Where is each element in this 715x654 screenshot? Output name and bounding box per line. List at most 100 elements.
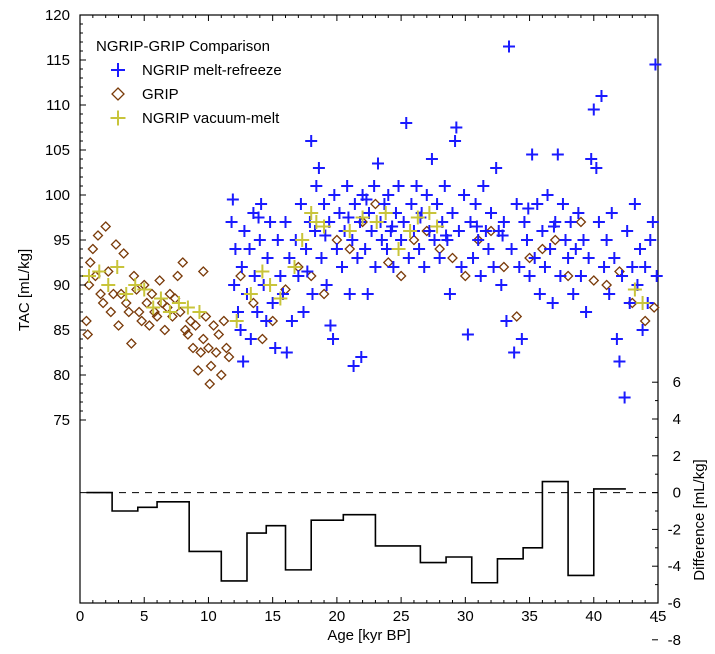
x-tick-label: 0: [76, 608, 84, 625]
melt-refreeze-point: [266, 297, 279, 309]
difference-tick-label: -2: [668, 521, 681, 538]
melt-refreeze-point: [472, 234, 485, 246]
melt-refreeze-point: [554, 270, 567, 282]
grip-point: [223, 351, 235, 363]
grip-point: [182, 329, 194, 340]
vacuum-melt-point: [342, 224, 357, 238]
grip-point: [395, 270, 407, 282]
grip-point: [187, 342, 199, 354]
melt-refreeze-point: [520, 234, 533, 246]
x-tick-label: 5: [140, 608, 148, 625]
vacuum-melt-point: [430, 219, 445, 234]
grip-point: [159, 324, 171, 336]
grip-point: [123, 306, 135, 318]
melt-refreeze-point: [496, 229, 509, 242]
grip-point: [215, 369, 227, 381]
melt-refreeze-point: [610, 333, 623, 345]
grip-point: [247, 297, 259, 309]
grip-point: [146, 288, 158, 300]
melt-refreeze-point: [260, 315, 273, 327]
x-axis-label: Age [kyr BP]: [327, 627, 410, 644]
legend-label-melt-refreeze: NGRIP melt-refreeze: [142, 62, 282, 79]
grip-point: [200, 311, 212, 322]
vacuum-melt-point: [391, 242, 406, 256]
melt-refreeze-point: [598, 261, 611, 273]
vacuum-melt-point: [635, 296, 650, 310]
melt-refreeze-point: [613, 355, 626, 368]
vacuum-melt-point: [369, 215, 384, 229]
melt-refreeze-point: [238, 225, 251, 237]
x-tick-label: 25: [393, 608, 410, 625]
y-axis-label: TAC [mL/kg]: [16, 249, 33, 331]
melt-refreeze-point: [301, 265, 314, 278]
grip-point: [213, 329, 225, 340]
melt-refreeze-point: [495, 279, 508, 291]
melt-refreeze-point: [644, 234, 657, 246]
melt-refreeze-point: [515, 333, 528, 345]
melt-refreeze-point: [490, 162, 503, 174]
vacuum-melt-point: [309, 215, 324, 229]
melt-refreeze-point: [618, 391, 631, 404]
vacuum-melt-point: [180, 300, 195, 315]
melt-refreeze-point: [621, 225, 634, 237]
grip-point: [174, 306, 186, 318]
vacuum-melt-point: [304, 206, 319, 220]
grip-point: [190, 320, 202, 331]
melt-refreeze-point: [392, 180, 405, 192]
melt-refreeze-point: [650, 270, 663, 282]
vacuum-melt-point: [295, 233, 310, 247]
grip-point: [179, 324, 191, 336]
legend: NGRIP-GRIP Comparison NGRIP melt-refreez…: [96, 38, 282, 127]
melt-refreeze-point: [361, 288, 374, 300]
difference-axis-ticks: 6 4 2 0 -2 -4 -6 -8: [652, 374, 681, 649]
grip-point: [131, 284, 142, 295]
melt-refreeze-point: [482, 243, 495, 255]
grip-point: [318, 288, 330, 300]
melt-refreeze-point: [237, 355, 250, 368]
melt-refreeze-point: [280, 346, 293, 359]
vacuum-melt-point: [110, 260, 125, 274]
melt-refreeze-point: [559, 234, 572, 246]
grip-point: [370, 198, 381, 210]
melt-refreeze-point: [608, 252, 621, 264]
melt-refreeze-point: [500, 315, 513, 327]
melt-refreeze-point: [327, 333, 340, 345]
melt-refreeze-point: [234, 324, 247, 336]
grip-point: [536, 243, 548, 255]
y-tick-label: 100: [45, 187, 70, 204]
melt-refreeze-point: [351, 252, 364, 264]
grip-point: [485, 225, 497, 237]
grip-point: [149, 306, 160, 318]
melt-refreeze-point: [368, 180, 381, 192]
y-tick-label: 75: [53, 412, 70, 429]
grip-point: [83, 279, 95, 291]
melt-refreeze-point: [395, 234, 408, 246]
melt-refreeze-point: [582, 252, 595, 264]
melt-refreeze-point: [523, 270, 536, 282]
grip-point: [133, 306, 145, 318]
grip-point: [151, 311, 163, 322]
grip-point: [204, 378, 216, 390]
legend-marker-vacuum-melt: [110, 110, 126, 126]
grip-point: [102, 266, 114, 277]
grip-point: [177, 257, 189, 268]
melt-refreeze-point: [544, 243, 557, 255]
melt-refreeze-point: [628, 198, 641, 210]
vacuum-melt-point: [119, 287, 134, 301]
grip-point: [128, 270, 140, 282]
y-axis-ticks: 75 80 85 90 95 100 105 110 115 120: [45, 7, 86, 429]
grip-point: [203, 342, 214, 354]
x-axis-ticks: 0 5 10 15 20 25 30 35 40 45: [76, 15, 666, 625]
difference-tick-label: 4: [673, 411, 681, 428]
vacuum-melt-point: [101, 278, 116, 292]
grip-point: [197, 266, 209, 277]
melt-refreeze-point: [505, 243, 518, 255]
melt-refreeze-point: [461, 328, 474, 341]
grip-point: [197, 333, 209, 345]
melt-refreeze-point: [541, 189, 554, 201]
melt-refreeze-point: [485, 207, 498, 219]
vacuum-melt-point: [255, 264, 270, 279]
melt-refreeze-point: [449, 135, 462, 147]
melt-refreeze-point: [585, 153, 598, 165]
y-tick-label: 105: [45, 142, 70, 159]
